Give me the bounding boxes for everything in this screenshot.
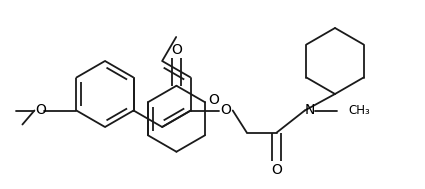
Text: CH₃: CH₃ bbox=[349, 104, 371, 117]
Text: O: O bbox=[271, 163, 282, 177]
Text: N: N bbox=[305, 104, 315, 118]
Text: O: O bbox=[209, 93, 219, 107]
Text: O: O bbox=[220, 102, 231, 116]
Text: O: O bbox=[35, 104, 46, 118]
Text: O: O bbox=[171, 43, 182, 57]
